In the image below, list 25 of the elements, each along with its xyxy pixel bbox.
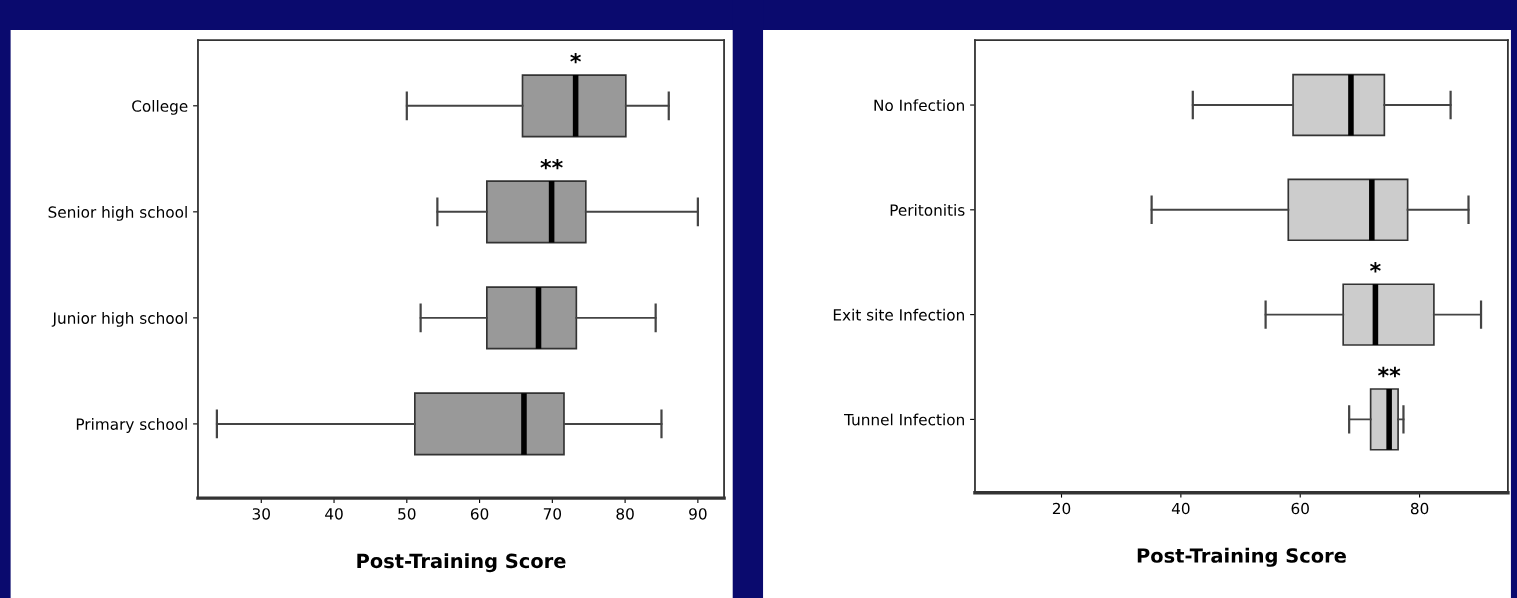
y-tick-label: College [132,100,188,115]
x-tick-label: 80 [1410,502,1429,515]
x-tick-label: 50 [398,508,416,520]
annotation: ** [1377,366,1401,378]
x-tick-label: 80 [616,508,634,520]
x-tick-label: 60 [470,508,489,520]
x-axis-title: Post-Training Score [357,553,566,573]
y-tick-label: Peritonitis [890,204,965,216]
x-tick-label: 90 [689,508,707,520]
x-axis-title: Post-Training Score [1137,547,1346,567]
y-tick-label: Exit site Infection [833,308,964,321]
x-tick-label: 60 [1291,502,1309,515]
y-tick-label: No Infection [874,99,964,112]
x-tick-label: 40 [325,508,343,520]
x-tick-label: 20 [1052,502,1071,515]
x-tick-label: 40 [1171,502,1190,515]
x-tick-label: 30 [252,508,270,520]
annotation: * [570,52,581,64]
y-tick-label: Tunnel Infection [844,413,964,426]
y-tick-label: Primary school [76,418,187,433]
y-tick-label: Senior high school [48,206,187,221]
x-tick-label: 70 [543,508,562,520]
y-tick-label: Junior high school [51,312,187,327]
annotation: ** [540,158,563,170]
annotation: * [1370,262,1381,273]
